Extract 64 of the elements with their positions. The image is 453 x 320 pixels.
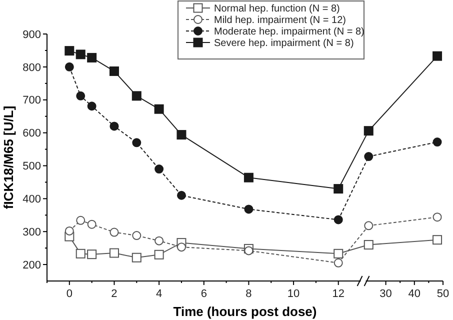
y-tick-label: 900 <box>22 28 41 41</box>
x-tick-label: 40 <box>408 288 421 300</box>
point <box>154 250 164 260</box>
point <box>76 216 86 225</box>
y-tick-label: 400 <box>22 194 41 206</box>
point <box>87 52 97 62</box>
x-tick-label: 2 <box>111 288 118 300</box>
point <box>244 246 254 256</box>
point <box>244 172 254 182</box>
point <box>364 152 374 162</box>
y-tick-label: 800 <box>22 62 41 74</box>
point <box>176 190 186 200</box>
legend-label: Normal hep. function (N = 8) <box>214 4 340 14</box>
x-tick-label: 10 <box>287 288 300 300</box>
point <box>176 130 186 140</box>
point <box>432 235 442 245</box>
x-axis-title: Time (hours post dose) <box>173 304 317 319</box>
legend-label: Mild hep. impairment (N = 12) <box>214 15 346 26</box>
point <box>154 236 164 246</box>
point <box>132 138 142 148</box>
x-tick-label: 8 <box>246 288 252 300</box>
x-tick-label: 0 <box>66 288 72 300</box>
legend-label: Severe hep. impairment (N = 8) <box>214 38 354 49</box>
point <box>87 102 96 111</box>
y-tick-label: 300 <box>22 226 41 238</box>
y-tick-label: 700 <box>22 94 41 107</box>
point <box>109 66 119 76</box>
point <box>64 62 74 72</box>
point <box>334 184 344 194</box>
point <box>154 164 164 174</box>
point <box>432 51 442 61</box>
y-tick-label: 500 <box>22 160 41 173</box>
y-tick-label: 200 <box>22 259 41 272</box>
point <box>76 248 86 258</box>
point <box>176 242 186 252</box>
point <box>110 122 119 131</box>
point <box>432 138 442 147</box>
point <box>87 220 96 229</box>
x-tick-label: 30 <box>380 288 392 300</box>
y-tick-label: 600 <box>22 128 41 140</box>
point <box>132 231 142 240</box>
point <box>76 50 86 60</box>
point <box>154 104 164 114</box>
point <box>364 240 374 250</box>
point <box>109 248 119 258</box>
point <box>334 248 344 258</box>
x-tick-label: 12 <box>332 288 344 300</box>
point <box>76 91 86 100</box>
point <box>64 46 74 56</box>
point <box>132 91 142 101</box>
point <box>334 258 343 268</box>
point <box>244 204 254 214</box>
x-tick-label: 50 <box>436 288 450 300</box>
point <box>432 212 442 222</box>
point <box>364 221 374 230</box>
x-tick-label: 6 <box>200 288 207 300</box>
point <box>364 126 374 136</box>
x-tick-label: 4 <box>156 288 162 300</box>
y-axis-title: fICK18/M65 [U/L] <box>1 106 16 210</box>
point <box>87 250 97 260</box>
point <box>132 252 142 262</box>
point <box>110 228 119 237</box>
point <box>64 226 74 236</box>
point <box>334 215 343 224</box>
